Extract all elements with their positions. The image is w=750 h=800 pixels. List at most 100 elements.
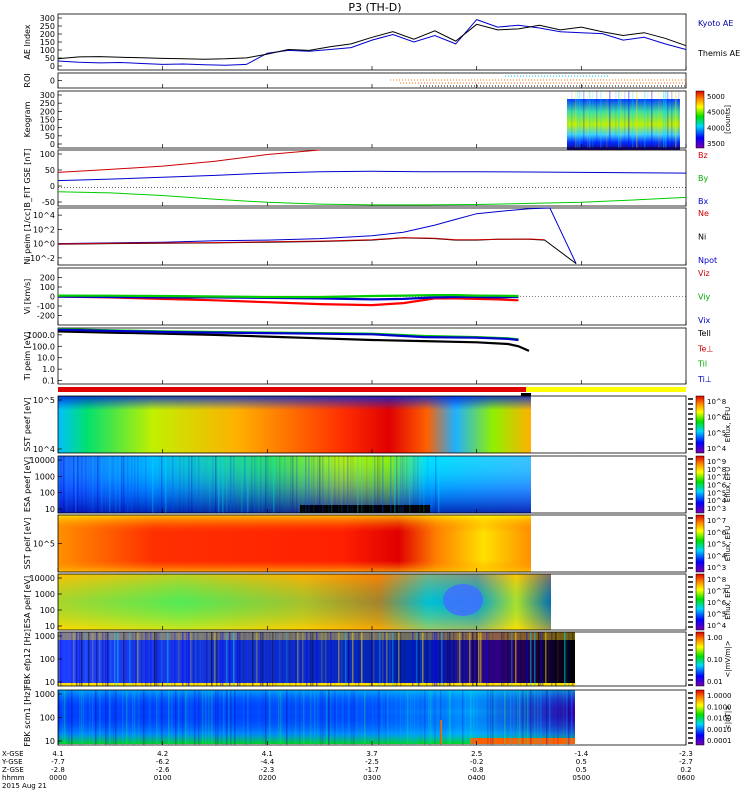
- spectrogram-stripe: [273, 456, 275, 513]
- y-tick-label: 10000: [30, 456, 55, 465]
- spectrogram-stripe: [158, 690, 160, 745]
- spectrogram-stripe: [288, 690, 290, 745]
- keogram-image: [567, 99, 680, 150]
- y-tick-label: 10000: [30, 574, 55, 583]
- spectrogram-stripe: [402, 690, 404, 745]
- y-tick-label: 10^0: [33, 240, 55, 249]
- spectrogram-stripe: [176, 456, 178, 513]
- colorbar-tick-label: 10^6: [707, 414, 727, 422]
- spectrogram-stripe: [119, 456, 121, 513]
- spectrogram-stripe: [137, 456, 139, 513]
- no-data-region: [575, 690, 686, 745]
- spectrogram-stripe: [284, 690, 286, 745]
- colorbar-tick-label: 10^5: [707, 429, 726, 437]
- spectrogram-stripe: [417, 456, 419, 513]
- spectrogram-stripe: [65, 632, 67, 686]
- colorbar-tick-label: 10^4: [707, 497, 727, 505]
- spectrogram-stripe: [95, 690, 97, 745]
- spectrogram-stripe: [172, 456, 174, 513]
- spectrogram-stripe: [179, 456, 181, 513]
- colorbar-tick-label: 10^4: [707, 622, 727, 630]
- spectrogram-stripe: [148, 456, 150, 513]
- spectrogram-stripe: [247, 690, 249, 745]
- roi-ylabel: ROI: [23, 73, 32, 87]
- spectrogram-stripe: [296, 456, 298, 513]
- spectrogram-stripe: [640, 91, 642, 148]
- spectrogram-stripe: [379, 456, 381, 513]
- spectrogram-stripe: [200, 632, 202, 686]
- sst_e-colorbar: [695, 395, 705, 454]
- esa_i-colorbar: [695, 573, 705, 631]
- spectrogram-stripe: [422, 632, 424, 686]
- y-tick-label: 250: [40, 99, 55, 108]
- spectrogram-stripe: [310, 690, 312, 745]
- spectrogram-stripe: [571, 690, 573, 745]
- spectrogram-stripe: [557, 632, 559, 686]
- spectrogram-stripe: [295, 632, 297, 686]
- footer-tick-value: 0.2: [680, 766, 691, 774]
- vi-ylabel: Vi [km/s]: [23, 279, 32, 315]
- spectrogram-stripe: [226, 632, 228, 686]
- spectrogram-stripe: [551, 632, 553, 686]
- spectrogram-stripe: [534, 690, 536, 745]
- spectrogram-stripe: [361, 456, 363, 513]
- spectrogram-stripe: [182, 690, 184, 745]
- spectrogram-stripe: [568, 690, 570, 745]
- spectrogram-stripe: [258, 690, 260, 745]
- spectrogram-stripe: [233, 456, 235, 513]
- spectrogram-stripe: [325, 632, 327, 686]
- flag-bar-red: [58, 387, 526, 392]
- spectrogram-stripe: [544, 690, 546, 745]
- y-tick-label: 10: [45, 505, 55, 514]
- bfit-legend-entry: By: [698, 174, 708, 183]
- spectrogram-stripe: [125, 632, 127, 686]
- y-tick-label: 300: [40, 91, 55, 100]
- spectrogram-stripe: [519, 690, 521, 745]
- ti-legend-entry: Te⊥: [697, 344, 713, 353]
- y-tick-label: 100.0: [32, 342, 55, 351]
- spectrogram-stripe: [277, 632, 279, 686]
- colorbar-tick-label: 10^8: [707, 576, 726, 584]
- spectrogram-stripe: [149, 690, 151, 745]
- colorbar-tick-label: 10^6: [707, 529, 727, 537]
- spectrogram-stripe: [75, 456, 77, 513]
- panel-frames: [57, 13, 705, 746]
- spectrogram-stripe: [250, 632, 252, 686]
- spectrogram-stripe: [110, 632, 112, 686]
- spectrogram-stripe: [252, 632, 254, 686]
- spectrogram-stripe: [229, 632, 231, 686]
- spectrogram-stripe: [348, 690, 350, 745]
- spectrogram-stripe: [79, 690, 81, 745]
- footer-tick-value: 0400: [468, 774, 486, 782]
- spectrogram-stripe: [298, 456, 300, 513]
- bfit-series-by: [57, 191, 687, 206]
- spectrogram-stripe: [62, 632, 64, 686]
- spectrogram-stripe: [209, 456, 211, 513]
- spectrogram-stripe: [366, 456, 368, 513]
- spectrogram-stripe: [155, 456, 157, 513]
- spectrogram-stripe: [165, 690, 167, 745]
- spectrogram-stripe: [187, 690, 189, 745]
- spectrogram-stripe: [92, 632, 94, 686]
- spectrogram-stripe: [118, 690, 120, 745]
- spectrogram-stripe: [618, 91, 620, 148]
- y-tick-label: 150: [40, 116, 55, 125]
- spectrogram-stripe: [524, 690, 526, 745]
- footer-tick-value: -2.7: [679, 758, 693, 766]
- spectrogram-stripe: [214, 632, 216, 686]
- spectrogram-stripe: [384, 632, 386, 686]
- y-tick-label: 1000.0: [27, 331, 55, 340]
- spectrogram-stripe: [97, 690, 99, 745]
- spectrogram-stripe: [221, 690, 223, 745]
- footer-tick-value: 0300: [363, 774, 381, 782]
- spectrogram-stripe: [632, 91, 634, 148]
- spectrogram-stripe: [165, 632, 167, 686]
- ti-legend-entry: Tell: [697, 329, 711, 338]
- footer-tick-value: -2.3: [679, 750, 693, 758]
- spectrogram-stripe: [81, 632, 83, 686]
- spectrogram-stripe: [262, 632, 264, 686]
- spectrogram-stripe: [299, 690, 301, 745]
- footer-tick-value: -6.2: [156, 758, 170, 766]
- spectrogram-stripe: [282, 632, 284, 686]
- y-tick-label: 100: [40, 124, 55, 133]
